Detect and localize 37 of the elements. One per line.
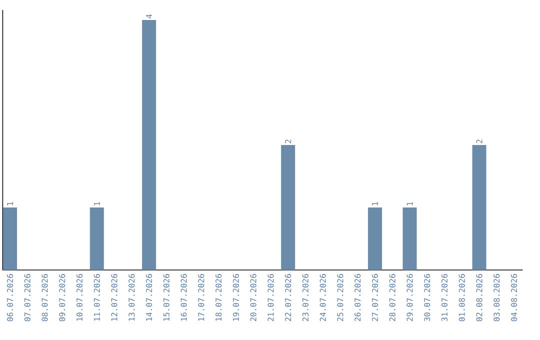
x-tick-label: 01.08.2026 (458, 274, 465, 322)
x-tick-label: 31.07.2026 (441, 274, 448, 322)
x-tick-label: 10.07.2026 (76, 274, 83, 321)
data-label: 2 (285, 140, 292, 144)
x-tick-label: 02.08.2026 (476, 274, 482, 322)
data-label: 1 (372, 202, 378, 206)
x-tick-label: 07.07.2026 (24, 274, 30, 322)
x-tick-label: 16.07.2026 (180, 274, 187, 321)
x-tick-label: 03.08.2026 (494, 274, 500, 322)
data-label: 4 (146, 14, 152, 18)
x-tick-label: 22.07.2026 (285, 274, 292, 322)
x-tick-label: 15.07.2026 (163, 274, 170, 321)
x-tick-label: 19.07.2026 (232, 274, 239, 321)
x-tick-label: 26.07.2026 (354, 274, 361, 322)
data-label: 2 (476, 140, 482, 144)
x-tick-label: 29.07.2026 (406, 274, 413, 322)
data-label: 1 (7, 202, 13, 206)
x-tick-label: 24.07.2026 (320, 274, 326, 322)
x-tick-label: 13.07.2026 (128, 274, 135, 321)
x-tick-label: 12.07.2026 (111, 274, 118, 321)
x-tick-label: 08.07.2026 (42, 274, 48, 322)
x-tick-label: 23.07.2026 (302, 274, 308, 322)
x-tick-label: 04.08.2026 (510, 274, 518, 322)
x-tick-label: 06.07.2026 (6, 274, 14, 322)
x-tick-label: 17.07.2026 (198, 274, 204, 321)
data-label: 1 (406, 202, 413, 206)
x-tick-label: 27.07.2026 (372, 274, 378, 322)
x-tick-label: 18.07.2026 (216, 274, 222, 321)
x-tick-label: 21.07.2026 (268, 274, 274, 322)
x-tick-label: 30.07.2026 (424, 274, 430, 322)
data-label: 1 (94, 202, 100, 206)
x-tick-label: 25.07.2026 (337, 274, 344, 322)
x-tick-label: 14.07.2026 (146, 274, 152, 321)
x-tick-label: 09.07.2026 (59, 274, 66, 322)
x-tick-label: 20.07.2026 (250, 274, 256, 322)
x-tick-label: 28.07.2026 (389, 274, 396, 322)
x-tick-label: 11.07.2026 (94, 274, 100, 321)
